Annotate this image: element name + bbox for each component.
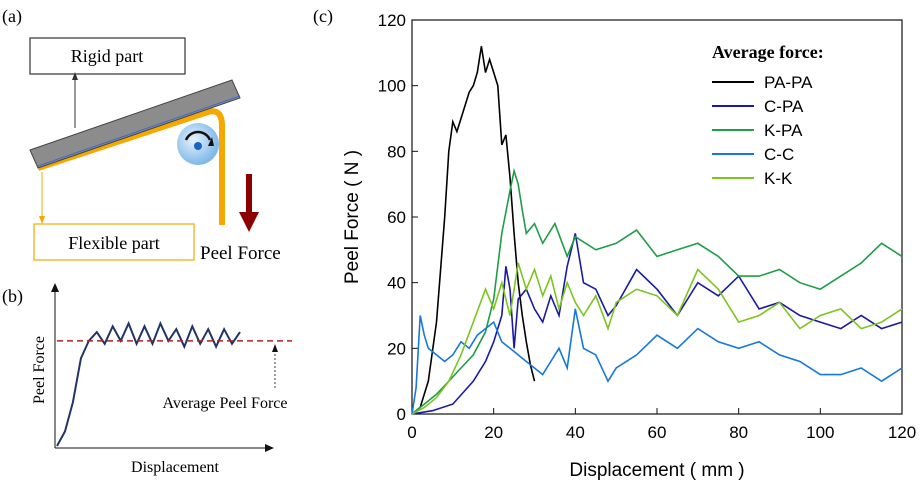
flexible-part-label-box <box>33 223 195 261</box>
legend-entry: C-C <box>764 145 794 164</box>
legend-entry: C-PA <box>764 97 804 116</box>
y-tick-label: 100 <box>378 77 406 96</box>
x-tick-label: 100 <box>806 423 834 442</box>
legend-entry: PA-PA <box>764 73 813 92</box>
x-tick-label: 40 <box>566 423 585 442</box>
peel-force-arrowhead <box>239 212 259 232</box>
average-annotation-arrowhead <box>272 344 278 352</box>
panel-b-annotation: Average Peel Force <box>163 395 288 412</box>
x-tick-label: 0 <box>407 423 416 442</box>
y-tick-label: 40 <box>387 274 406 293</box>
flexible-part-label: Flexible part <box>68 233 159 253</box>
panel-c: (c) 0 20 40 60 80 100 120 0 20 40 60 80 100 120 Displa… <box>313 6 916 481</box>
rigid-part-label: Rigid part <box>71 46 144 66</box>
panel-b-x-arrowhead <box>265 444 274 452</box>
flexible-strip <box>37 108 225 225</box>
rotation-arrowhead-icon <box>208 137 214 146</box>
roller-axle <box>194 142 202 150</box>
rotation-arc-icon <box>184 130 212 141</box>
panel-c-legend: Average force: PA-PA C-PA K-PA C-C K-K <box>712 42 824 188</box>
plot-frame <box>411 19 903 415</box>
panel-c-label: (c) <box>313 6 333 27</box>
panel-b: (b) Peel Force Displacement Average Peel… <box>2 283 292 476</box>
y-tick-label: 60 <box>387 208 406 227</box>
panel-b-curve <box>56 320 241 447</box>
series-line-c-c <box>411 308 903 415</box>
panel-c-series-group <box>411 46 903 415</box>
peel-force-label: Peel Force <box>200 243 281 264</box>
x-axis-label: Displacement ( mm ) <box>569 460 744 481</box>
adhesive-line <box>37 95 241 167</box>
panel-b-y-label: Peel Force <box>31 336 48 404</box>
series-line-c-pa <box>411 233 903 415</box>
panel-b-y-arrowhead <box>51 283 59 292</box>
panel-b-x-label: Displacement <box>131 459 220 476</box>
rigid-bar <box>29 79 241 169</box>
panel-a: (a) Rigid part Peel Force Flexible part <box>2 6 281 264</box>
y-tick-label: 20 <box>387 339 406 358</box>
panel-a-label: (a) <box>2 6 22 27</box>
series-line-pa-pa <box>411 46 536 415</box>
flexible-pointer-arrowhead <box>39 216 45 224</box>
panel-b-label: (b) <box>2 286 23 307</box>
x-tick-label: 120 <box>888 423 916 442</box>
series-line-k-pa <box>411 167 903 415</box>
y-axis-label: Peel Force ( N ) <box>342 150 363 284</box>
y-tick-label: 0 <box>397 405 406 424</box>
panel-c-axes: 0 20 40 60 80 100 120 0 20 40 60 80 100 120 Displaceme… <box>342 11 916 481</box>
y-tick-label: 80 <box>387 142 406 161</box>
legend-entry: K-PA <box>764 121 803 140</box>
x-tick-label: 20 <box>484 423 503 442</box>
x-tick-label: 60 <box>648 423 667 442</box>
rigid-pointer-arrowhead <box>72 72 78 80</box>
x-tick-label: 80 <box>729 423 748 442</box>
rigid-part-label-box <box>29 37 186 75</box>
y-tick-label: 120 <box>378 11 406 30</box>
legend-entry: K-K <box>764 169 793 188</box>
legend-title: Average force: <box>712 42 824 62</box>
series-line-k-k <box>411 262 903 415</box>
